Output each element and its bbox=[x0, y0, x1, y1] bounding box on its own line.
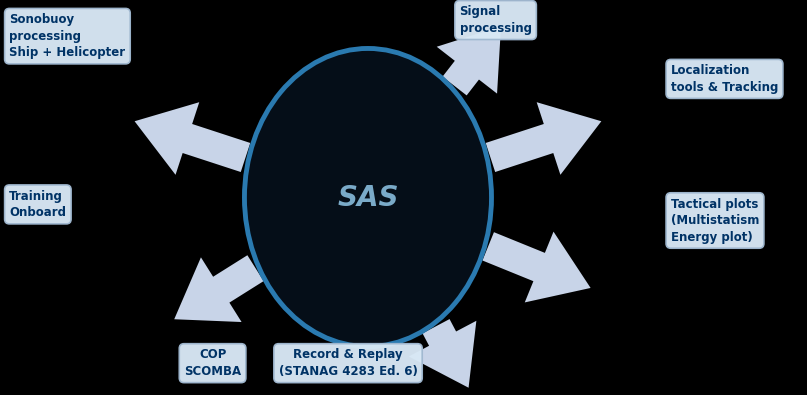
Text: Localization
tools & Tracking: Localization tools & Tracking bbox=[671, 64, 778, 94]
Text: Signal
processing: Signal processing bbox=[460, 5, 532, 35]
Ellipse shape bbox=[245, 49, 491, 346]
Text: Record & Replay
(STANAG 4283 Ed. 6): Record & Replay (STANAG 4283 Ed. 6) bbox=[278, 348, 417, 378]
Text: SAS: SAS bbox=[337, 184, 399, 211]
Text: Training
Onboard: Training Onboard bbox=[10, 190, 66, 219]
Text: Tactical plots
(Multistatism
Energy plot): Tactical plots (Multistatism Energy plot… bbox=[671, 198, 759, 243]
Text: Sonobuoy
processing
Ship + Helicopter: Sonobuoy processing Ship + Helicopter bbox=[10, 13, 125, 59]
Text: COP
SCOMBA: COP SCOMBA bbox=[184, 348, 241, 378]
